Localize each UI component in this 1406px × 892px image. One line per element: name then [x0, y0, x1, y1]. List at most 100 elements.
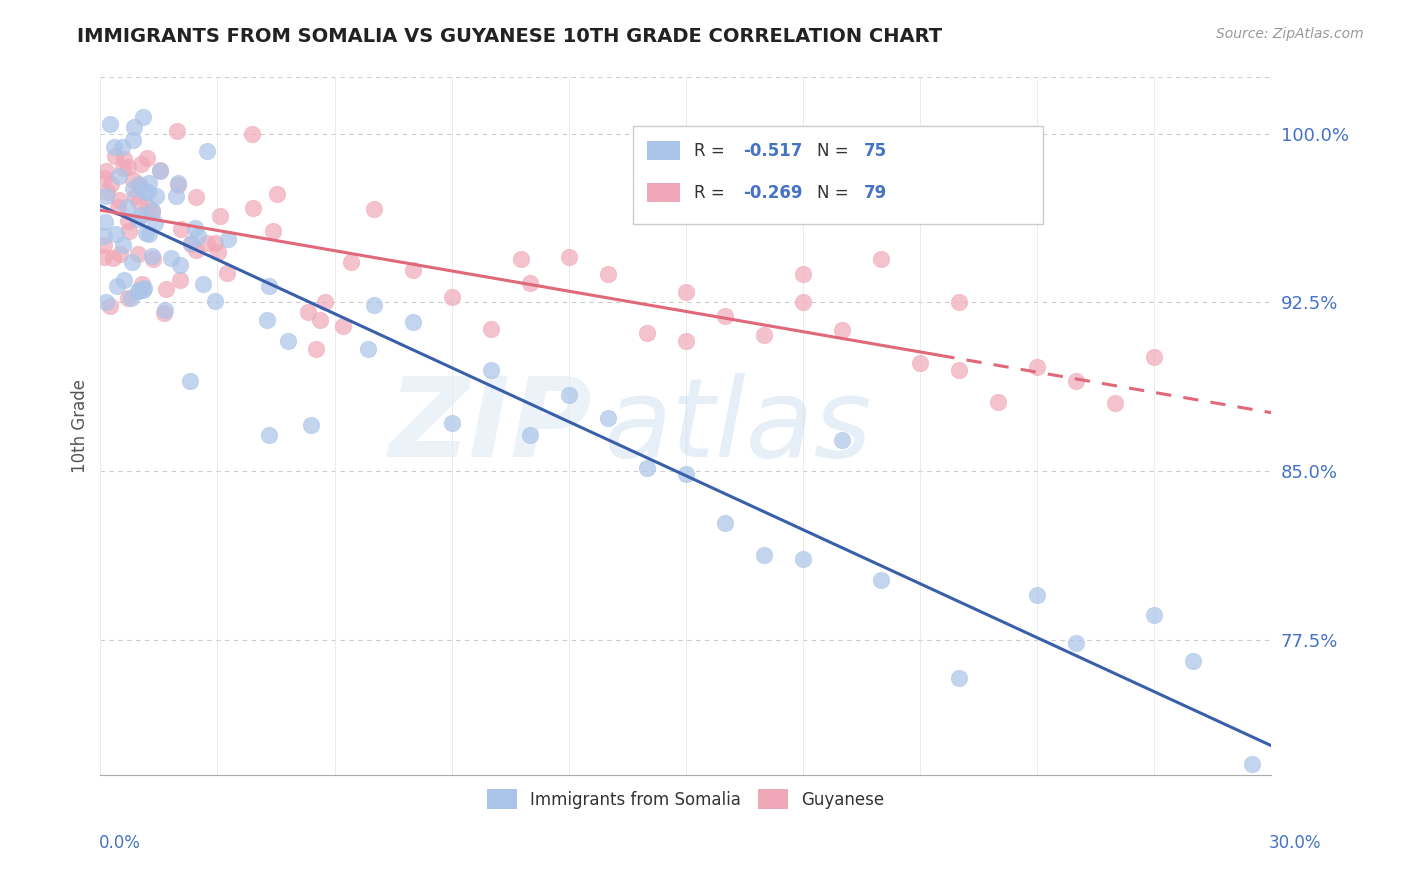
Point — [1104, 396, 1126, 410]
Point — [131, 277, 153, 291]
Point — [166, 124, 188, 138]
Point — [186, 244, 208, 258]
Point — [179, 375, 201, 389]
Point — [165, 188, 187, 202]
Point — [149, 163, 172, 178]
Point — [122, 172, 145, 186]
Point — [129, 156, 152, 170]
Point — [257, 428, 280, 442]
Point — [127, 246, 149, 260]
Point — [135, 227, 157, 241]
Point — [180, 236, 202, 251]
Point — [117, 291, 139, 305]
Point — [136, 185, 159, 199]
Point — [713, 309, 735, 323]
Point — [121, 182, 143, 196]
Point — [180, 236, 202, 251]
Point — [309, 312, 332, 326]
Point — [1026, 588, 1049, 602]
Point — [1064, 636, 1087, 650]
Point — [170, 221, 193, 235]
Point — [128, 283, 150, 297]
Text: N =: N = — [817, 184, 853, 202]
Point — [948, 363, 970, 377]
Point — [93, 229, 115, 244]
Point — [519, 428, 541, 442]
Point — [100, 117, 122, 131]
Point — [479, 322, 502, 336]
Text: -0.269: -0.269 — [744, 184, 803, 202]
Point — [908, 356, 931, 370]
Point — [186, 190, 208, 204]
Point — [752, 327, 775, 342]
Point — [160, 251, 183, 265]
Point — [129, 208, 152, 222]
Text: Source: ZipAtlas.com: Source: ZipAtlas.com — [1216, 27, 1364, 41]
Point — [138, 227, 160, 241]
Point — [94, 294, 117, 309]
Point — [1240, 756, 1263, 771]
Point — [596, 268, 619, 282]
Point — [132, 281, 155, 295]
Point — [136, 200, 159, 214]
Text: 75: 75 — [863, 142, 887, 160]
Point — [1026, 360, 1049, 375]
Point — [314, 295, 336, 310]
Point — [167, 178, 190, 192]
Point — [93, 170, 115, 185]
Point — [117, 214, 139, 228]
Text: atlas: atlas — [603, 373, 872, 480]
Point — [195, 236, 218, 251]
Point — [297, 304, 319, 318]
Point — [122, 133, 145, 147]
Point — [204, 235, 226, 250]
Point — [1182, 654, 1205, 668]
Point — [1143, 608, 1166, 623]
Point — [153, 302, 176, 317]
Point — [105, 227, 128, 242]
Point — [401, 263, 423, 277]
Point — [363, 298, 385, 312]
Point — [93, 238, 115, 252]
Point — [121, 255, 143, 269]
Point — [141, 202, 163, 217]
Point — [262, 223, 284, 237]
Point — [169, 258, 191, 272]
Point — [257, 279, 280, 293]
Point — [557, 387, 579, 401]
Point — [1064, 375, 1087, 389]
Point — [128, 194, 150, 209]
Point — [108, 246, 131, 260]
Point — [193, 277, 215, 291]
Point — [510, 252, 533, 267]
Point — [184, 221, 207, 235]
Point — [195, 144, 218, 158]
Text: R =: R = — [695, 142, 730, 160]
Text: 30.0%: 30.0% — [1270, 834, 1322, 852]
Point — [112, 237, 135, 252]
Text: ZIP: ZIP — [388, 373, 592, 480]
Point — [141, 249, 163, 263]
Legend: Immigrants from Somalia, Guyanese: Immigrants from Somalia, Guyanese — [481, 782, 891, 815]
Point — [266, 186, 288, 201]
Point — [479, 363, 502, 377]
Text: -0.517: -0.517 — [744, 142, 803, 160]
Point — [363, 202, 385, 217]
Point — [143, 216, 166, 230]
Point — [127, 285, 149, 299]
Point — [122, 120, 145, 135]
Point — [831, 434, 853, 448]
Point — [240, 127, 263, 141]
Point — [636, 460, 658, 475]
Point — [103, 140, 125, 154]
Point — [357, 342, 380, 356]
Point — [112, 161, 135, 175]
Point — [112, 153, 135, 167]
Point — [242, 201, 264, 215]
Point — [167, 176, 190, 190]
Point — [115, 200, 138, 214]
Point — [124, 188, 146, 202]
Point — [557, 251, 579, 265]
Point — [207, 245, 229, 260]
Point — [93, 251, 115, 265]
